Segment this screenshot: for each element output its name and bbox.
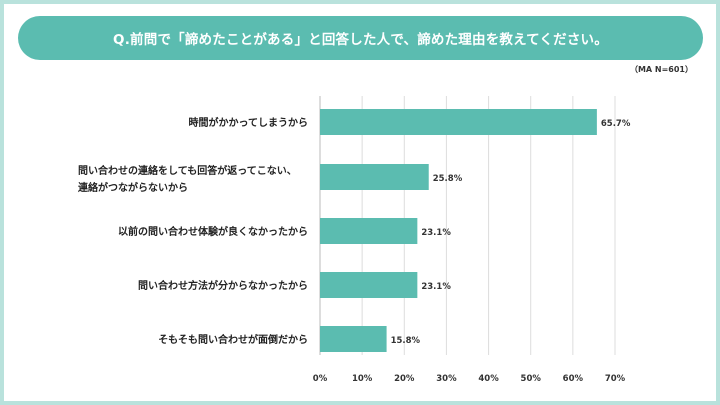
value-label: 23.1% [421,228,451,238]
value-label: 65.7% [601,119,631,129]
value-label: 25.8% [433,174,463,184]
x-tick-label: 20% [394,374,415,384]
category-label: そもそも問い合わせが面倒だから [158,333,308,346]
bar [320,109,597,135]
bar [320,272,418,298]
bar [320,218,418,244]
title-banner: Q.前問で「諦めたことがある」と回答した人で、諦めた理由を教えてください。 [18,16,703,60]
x-tick-label: 50% [521,374,542,384]
value-label: 15.8% [391,336,421,346]
bar [320,326,387,352]
category-label: 問い合わせ方法が分からなかったから [138,279,308,292]
category-label: 連絡がつながらないから [78,181,188,194]
x-tick-label: 70% [605,374,626,384]
category-label: 時間がかかってしまうから [189,116,309,129]
value-label: 23.1% [421,282,451,292]
chart-title: Q.前問で「諦めたことがある」と回答した人で、諦めた理由を教えてください。 [113,32,608,48]
bar [320,164,429,190]
x-tick-label: 10% [352,374,373,384]
category-label: 以前の問い合わせ体験が良くなかったから [118,225,308,238]
x-tick-label: 40% [478,374,499,384]
x-tick-label: 0% [313,374,328,384]
x-tick-label: 30% [436,374,457,384]
x-tick-label: 60% [563,374,584,384]
category-label: 問い合わせの連絡をしても回答が返ってこない、 [78,164,297,177]
sample-note: （MA N=601） [629,65,693,74]
